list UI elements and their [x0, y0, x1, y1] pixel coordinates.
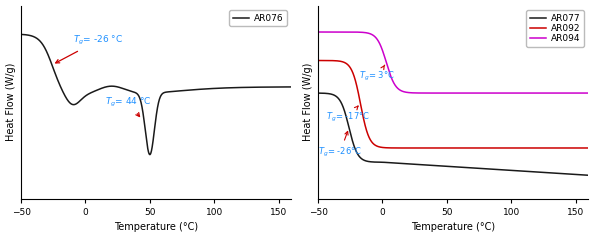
Legend: AR076: AR076	[229, 10, 287, 26]
X-axis label: Temperature (°C): Temperature (°C)	[411, 223, 495, 233]
AR094	[430, 92, 437, 94]
X-axis label: Temperature (°C): Temperature (°C)	[114, 223, 198, 233]
AR092	[551, 147, 558, 149]
AR077	[418, 163, 425, 166]
AR092	[315, 59, 322, 62]
AR077	[315, 92, 322, 94]
AR094	[580, 92, 587, 94]
AR094	[345, 31, 352, 34]
AR092	[585, 147, 592, 149]
Line: AR092: AR092	[318, 60, 589, 148]
Text: $T_g$= 44 °C: $T_g$= 44 °C	[105, 96, 151, 117]
AR077	[551, 172, 558, 174]
Legend: AR077, AR092, AR094: AR077, AR092, AR094	[526, 10, 584, 47]
AR094	[585, 92, 592, 94]
Line: AR077: AR077	[318, 93, 589, 175]
Y-axis label: Heat Flow (W/g): Heat Flow (W/g)	[5, 63, 15, 141]
Text: $T_g$= -26°C: $T_g$= -26°C	[318, 131, 362, 159]
AR094	[551, 92, 558, 94]
AR094	[361, 31, 368, 34]
AR077	[430, 164, 437, 167]
Line: AR094: AR094	[318, 32, 589, 93]
Text: $T_g$= -17°C: $T_g$= -17°C	[326, 106, 370, 124]
AR092	[361, 124, 368, 126]
AR094	[552, 92, 559, 94]
AR092	[430, 147, 437, 149]
AR077	[345, 126, 352, 129]
AR094	[418, 92, 425, 94]
AR077	[361, 159, 368, 162]
Y-axis label: Heat Flow (W/g): Heat Flow (W/g)	[302, 63, 312, 141]
AR092	[515, 147, 522, 149]
Text: $T_g$= -26 °C: $T_g$= -26 °C	[56, 34, 122, 63]
AR094	[315, 30, 322, 33]
AR077	[580, 174, 587, 176]
AR092	[580, 147, 587, 149]
AR092	[418, 147, 425, 149]
Text: $T_g$= 3°C: $T_g$= 3°C	[359, 65, 395, 83]
AR077	[585, 174, 592, 177]
AR092	[345, 64, 352, 67]
